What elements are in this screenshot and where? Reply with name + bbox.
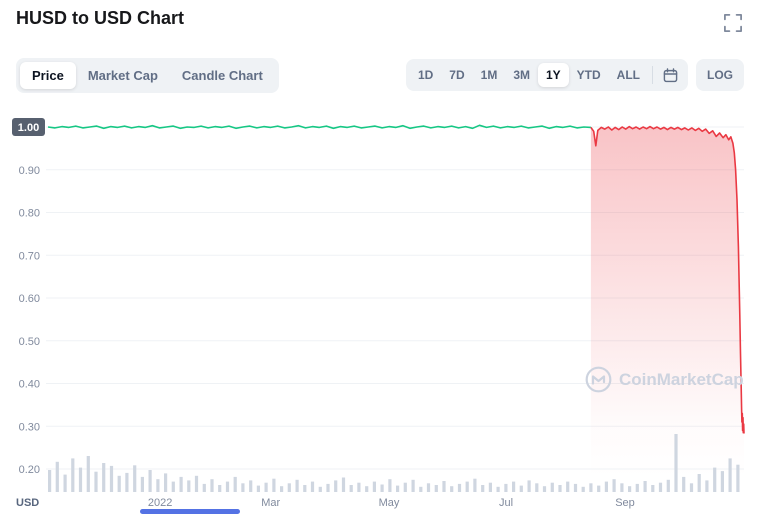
- log-scale-toggle[interactable]: LOG: [696, 59, 744, 91]
- chart-type-tabs: Price Market Cap Candle Chart: [16, 57, 279, 93]
- crash-area-fill: [590, 126, 744, 478]
- y-axis-label: 0.40: [19, 379, 40, 391]
- x-axis-label: Sep: [615, 497, 635, 509]
- x-axis-label: Jul: [499, 497, 513, 509]
- tab-market-cap[interactable]: Market Cap: [76, 62, 170, 89]
- chart-toolbar: Price Market Cap Candle Chart 1D 7D 1M 3…: [16, 56, 744, 94]
- range-controls: 1D 7D 1M 3M 1Y YTD ALL LOG: [405, 59, 744, 91]
- price-line-green: [47, 124, 591, 130]
- x-axis-label: 2022: [148, 497, 172, 509]
- y-axis-label: 0.20: [19, 464, 40, 476]
- range-ytd[interactable]: YTD: [569, 63, 609, 87]
- chart-horizontal-scrollbar-thumb[interactable]: [140, 509, 240, 514]
- unit-label: USD: [16, 497, 39, 509]
- x-axis-label: May: [379, 497, 400, 509]
- y-axis-label: 0.80: [19, 208, 40, 220]
- y-axis-label: 0.60: [19, 293, 40, 305]
- range-3m[interactable]: 3M: [505, 63, 538, 87]
- current-price-label: 1.00: [18, 122, 39, 134]
- calendar-icon: [663, 67, 678, 82]
- tab-candle-chart[interactable]: Candle Chart: [170, 62, 275, 89]
- y-axis-label: 0.50: [19, 336, 40, 348]
- calendar-button[interactable]: [657, 65, 684, 86]
- y-axis-label: 0.90: [19, 165, 40, 177]
- range-7d[interactable]: 7D: [441, 63, 472, 87]
- volume-bars: [48, 434, 740, 492]
- toolbar-divider: [652, 66, 653, 84]
- price-chart[interactable]: 1.00 0.90 0.80 0.70 0.60 0.50 0.40 0.30 0.20 2022…: [0, 108, 758, 517]
- y-axis-label: 0.70: [19, 250, 40, 262]
- price-line-red: [590, 125, 745, 434]
- time-range-group: 1D 7D 1M 3M 1Y YTD ALL: [405, 59, 688, 91]
- range-1y[interactable]: 1Y: [537, 63, 569, 87]
- range-all[interactable]: ALL: [609, 63, 648, 87]
- y-axis-label: 0.30: [19, 421, 40, 433]
- page-title: HUSD to USD Chart: [16, 8, 185, 28]
- current-price-badge: [12, 118, 45, 136]
- fullscreen-icon[interactable]: [724, 14, 742, 32]
- range-1m[interactable]: 1M: [473, 63, 506, 87]
- range-1d[interactable]: 1D: [410, 63, 441, 87]
- x-axis-label: Mar: [261, 497, 280, 509]
- tab-price[interactable]: Price: [20, 61, 76, 89]
